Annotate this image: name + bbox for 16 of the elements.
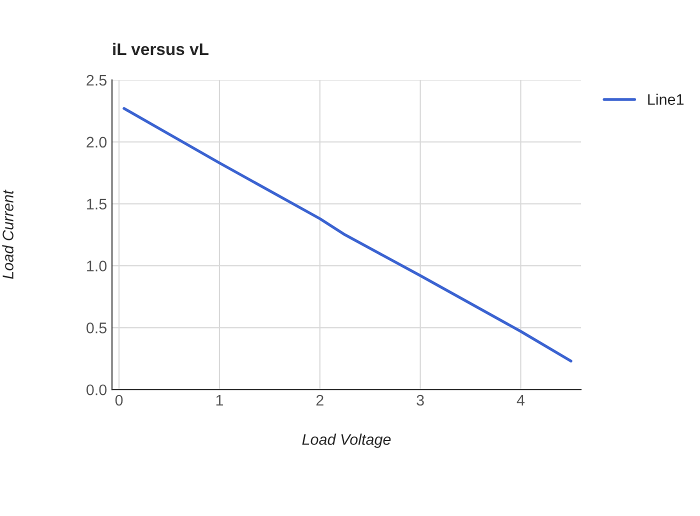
y-tick-label: 1.5 xyxy=(87,198,106,210)
x-tick-label: 2 xyxy=(316,394,324,406)
x-tick-label: 0 xyxy=(115,394,123,406)
x-axis-title: Load Voltage xyxy=(302,434,391,448)
y-tick-label: 0.5 xyxy=(86,322,106,334)
y-axis-title: Load Current xyxy=(2,190,14,279)
chart-title: iL versus vL xyxy=(113,42,208,56)
y-tick-label: 0.0 xyxy=(86,384,107,396)
y-tick-label: 2.0 xyxy=(86,136,107,148)
x-tick-label: 4 xyxy=(516,395,525,406)
x-tick-label: 1 xyxy=(216,395,223,406)
line-series xyxy=(122,107,572,362)
legend-label: Line1 xyxy=(648,94,684,105)
y-tick-label: 2.5 xyxy=(86,74,106,86)
y-tick-label: 1.0 xyxy=(87,260,107,272)
x-tick-label: 3 xyxy=(416,394,424,406)
